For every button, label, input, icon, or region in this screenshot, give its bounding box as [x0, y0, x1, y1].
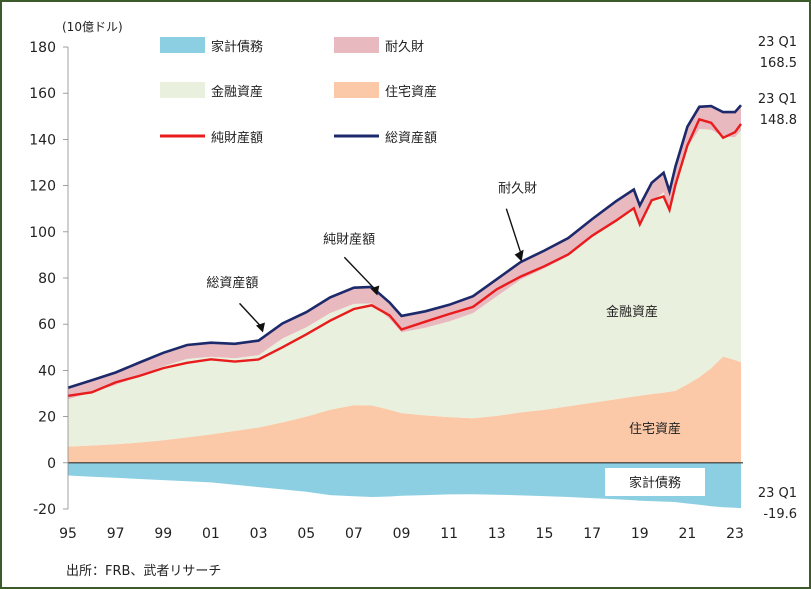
annotation-financial-assets: 金融資産 [606, 304, 658, 320]
x-tick-label: 95 [59, 526, 77, 542]
legend-swatch [334, 82, 379, 98]
annotation-arrowhead-total-assets [255, 322, 265, 333]
y-tick-label: 180 [29, 40, 56, 56]
line-net-worth [67, 117, 742, 397]
legend-label: 総資産額 [385, 130, 437, 146]
annotation-financial-assets-box [588, 297, 676, 325]
x-tick-label: 09 [393, 526, 411, 542]
area-housing-assets [68, 356, 741, 463]
legend-label: 家計債務 [211, 39, 263, 55]
x-tick-label: 05 [297, 526, 315, 542]
x-tick-label: 97 [107, 526, 125, 542]
end-label-value: -19.6 [763, 507, 797, 522]
y-tick-label: 100 [29, 225, 56, 241]
y-tick-label: 160 [29, 86, 56, 102]
y-tick-label: 140 [29, 132, 56, 148]
annotation-household-debt: 家計債務 [629, 475, 681, 491]
y-tick-label: 0 [47, 456, 56, 472]
legend-swatch [334, 37, 379, 53]
end-label-period: 23 Q1 [758, 486, 797, 501]
y-tick-label: 40 [38, 363, 56, 379]
x-tick-label: 13 [488, 526, 506, 542]
area-financial-assets [68, 129, 741, 447]
x-tick-label: 11 [440, 526, 458, 542]
x-tick-label: 17 [583, 526, 601, 542]
end-label-period: 23 Q1 [758, 92, 797, 107]
annotation-housing-assets: 住宅資産 [629, 421, 681, 437]
x-tick-label: 19 [631, 526, 649, 542]
x-tick-label: 21 [678, 526, 696, 542]
area-household-debt [68, 462, 741, 509]
annotation-durable-goods: 耐久財 [498, 182, 537, 197]
end-label-value: 148.8 [760, 113, 797, 128]
y-tick-label: 120 [29, 179, 56, 195]
x-tick-label: 99 [154, 526, 172, 542]
annotation-arrowhead-durable [514, 249, 524, 262]
x-tick-label: 01 [202, 526, 220, 542]
end-label-value: 168.5 [760, 56, 797, 71]
annotation-arrow-total-assets [239, 302, 262, 327]
legend-label: 住宅資産 [385, 84, 437, 100]
legend-swatch [160, 37, 205, 53]
annotation-arrow-durable [505, 208, 522, 253]
annotation-net-worth: 純財産額 [323, 231, 375, 247]
y-tick-label: 20 [38, 410, 56, 426]
source-note: 出所：FRB、武者リサーチ [66, 564, 222, 579]
x-tick-label: 15 [536, 526, 554, 542]
y-tick-label: -20 [33, 502, 56, 518]
y-tick-label: 60 [38, 317, 56, 333]
legend-swatch [160, 82, 205, 98]
annotation-arrowhead-net-worth [370, 285, 380, 296]
line-total-assets [67, 104, 742, 389]
area-durable-goods [68, 105, 741, 400]
annotation-total-assets: 総資産額 [206, 275, 258, 291]
annotation-housing-assets-box [605, 414, 705, 442]
y-tick-label: 80 [38, 271, 56, 287]
x-tick-label: 23 [726, 526, 744, 542]
x-tick-label: 07 [345, 526, 363, 542]
legend-label: 純財産額 [211, 130, 263, 146]
y-unit-label: (10億ドル) [62, 20, 123, 34]
end-label-period: 23 Q1 [758, 35, 797, 50]
legend-label: 金融資産 [211, 84, 263, 100]
legend-label: 耐久財 [385, 40, 424, 55]
annotation-household-debt-box [605, 468, 705, 496]
x-tick-label: 03 [250, 526, 268, 542]
annotation-arrow-net-worth [343, 256, 376, 291]
